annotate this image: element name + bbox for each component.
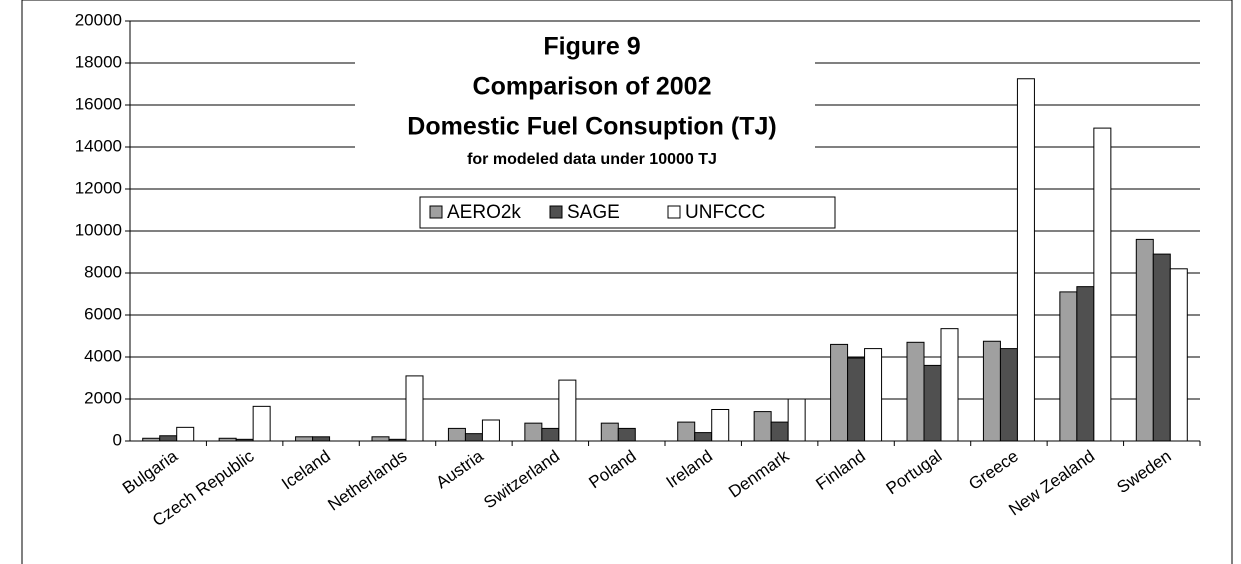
legend-label: UNFCCC <box>685 202 765 223</box>
bar <box>481 419 500 442</box>
bar <box>447 427 466 442</box>
bar <box>235 438 254 442</box>
chart-title: Comparison of 2002 <box>473 73 712 101</box>
bar <box>558 379 577 442</box>
chart-frame <box>21 0 1233 564</box>
x-tick-label: Austria <box>433 446 488 492</box>
x-tick-label: Sweden <box>1113 446 1174 497</box>
bar <box>1076 286 1095 442</box>
bar <box>787 398 806 442</box>
bar <box>312 436 331 442</box>
bar <box>694 432 713 442</box>
bar <box>1016 78 1035 442</box>
bar <box>906 341 925 442</box>
bar <box>159 435 178 442</box>
y-tick-label: 12000 <box>75 178 122 197</box>
bar <box>940 328 959 442</box>
legend-label: SAGE <box>567 202 620 223</box>
y-tick-label: 8000 <box>84 262 122 281</box>
bar <box>218 437 237 442</box>
x-tick-label: Denmark <box>725 446 793 501</box>
bar <box>1135 238 1154 442</box>
x-tick-label: Portugal <box>883 446 946 498</box>
x-tick-label: Greece <box>965 446 1022 494</box>
bar <box>753 411 772 442</box>
y-tick-label: 14000 <box>75 136 122 155</box>
bar <box>464 433 483 442</box>
chart-title: Figure 9 <box>543 33 640 61</box>
bar <box>541 427 560 442</box>
bar <box>1093 127 1112 442</box>
legend <box>419 196 836 229</box>
y-tick-label: 20000 <box>75 10 122 29</box>
bar <box>830 343 849 442</box>
y-tick-label: 16000 <box>75 94 122 113</box>
bar <box>982 340 1001 442</box>
bar <box>1059 291 1078 442</box>
x-tick-label: Switzerland <box>480 446 563 512</box>
bar <box>999 348 1018 442</box>
y-tick-label: 0 <box>113 430 122 449</box>
bar <box>711 409 730 442</box>
y-tick-label: 2000 <box>84 388 122 407</box>
bar <box>677 421 696 442</box>
bar <box>1169 268 1188 442</box>
y-tick-label: 4000 <box>84 346 122 365</box>
chart-subtitle: for modeled data under 10000 TJ <box>467 151 717 168</box>
bar <box>252 405 271 442</box>
legend-swatch <box>429 205 443 219</box>
y-tick-label: 18000 <box>75 52 122 71</box>
y-tick-label: 6000 <box>84 304 122 323</box>
y-tick-label: 10000 <box>75 220 122 239</box>
bar <box>388 438 407 442</box>
bar <box>847 357 866 442</box>
bar <box>864 348 883 442</box>
chart-title: Domestic Fuel Consuption (TJ) <box>407 113 776 141</box>
x-tick-label: Finland <box>812 446 869 494</box>
x-tick-label: Poland <box>585 446 639 492</box>
legend-swatch <box>549 205 563 219</box>
x-tick-label: New Zealand <box>1005 446 1098 519</box>
bar <box>405 375 424 442</box>
bar <box>176 426 195 442</box>
legend-label: AERO2k <box>447 202 521 223</box>
bar <box>295 436 314 442</box>
bar <box>770 421 789 442</box>
legend-swatch <box>667 205 681 219</box>
bar <box>1152 253 1171 442</box>
bar <box>923 364 942 442</box>
x-tick-label: Netherlands <box>324 446 410 514</box>
bar <box>142 437 161 442</box>
x-tick-label: Ireland <box>663 446 716 491</box>
x-tick-label: Iceland <box>278 446 334 493</box>
bar <box>600 422 619 442</box>
title-background <box>355 34 815 186</box>
bar <box>617 427 636 442</box>
bar <box>524 422 543 442</box>
x-tick-label: Bulgaria <box>119 446 181 498</box>
bar <box>371 436 390 442</box>
